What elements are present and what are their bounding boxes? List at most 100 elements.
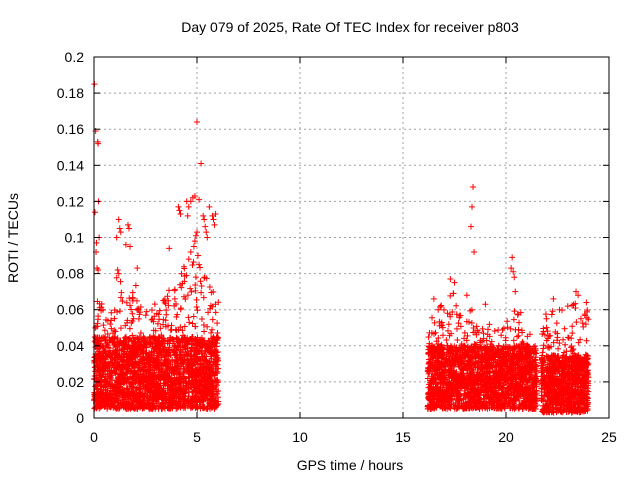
data-point bbox=[142, 312, 149, 319]
data-point bbox=[438, 302, 445, 309]
data-point bbox=[128, 306, 135, 313]
data-point bbox=[189, 261, 196, 268]
data-point bbox=[151, 301, 158, 308]
data-point bbox=[500, 325, 507, 332]
data-point bbox=[111, 327, 118, 334]
data-point bbox=[156, 307, 163, 314]
data-point bbox=[157, 325, 164, 332]
data-point bbox=[171, 287, 178, 294]
data-point bbox=[480, 330, 487, 337]
data-point bbox=[95, 313, 102, 320]
data-point bbox=[155, 311, 162, 318]
data-point bbox=[198, 289, 205, 296]
data-point bbox=[212, 301, 219, 308]
chart-title: Day 079 of 2025, Rate Of TEC Index for r… bbox=[181, 19, 519, 35]
data-point bbox=[569, 323, 576, 330]
data-point bbox=[129, 310, 136, 317]
data-point bbox=[445, 321, 452, 328]
data-point bbox=[515, 332, 522, 339]
data-point bbox=[484, 326, 491, 333]
data-point bbox=[204, 323, 211, 330]
data-point bbox=[150, 318, 157, 325]
data-point bbox=[198, 315, 205, 322]
data-point bbox=[132, 282, 139, 289]
data-point bbox=[186, 319, 193, 326]
data-point bbox=[187, 285, 194, 292]
data-point bbox=[108, 317, 115, 324]
data-point bbox=[193, 303, 200, 310]
data-point bbox=[188, 288, 195, 295]
data-point bbox=[127, 302, 134, 309]
data-point bbox=[129, 289, 136, 296]
data-point bbox=[425, 334, 432, 341]
data-point bbox=[177, 306, 184, 313]
data-point bbox=[168, 326, 175, 333]
data-point bbox=[104, 330, 111, 337]
data-point bbox=[510, 316, 517, 323]
data-point bbox=[190, 259, 197, 266]
data-point bbox=[111, 315, 118, 322]
data-point bbox=[429, 314, 436, 321]
data-point bbox=[192, 323, 199, 330]
data-point bbox=[207, 302, 214, 309]
data-point bbox=[171, 295, 178, 302]
data-point bbox=[193, 296, 200, 303]
data-point bbox=[198, 282, 205, 289]
data-point bbox=[100, 322, 107, 329]
data-point bbox=[491, 328, 498, 335]
data-point bbox=[453, 302, 460, 309]
data-point bbox=[194, 307, 201, 314]
data-point bbox=[117, 294, 124, 301]
data-point bbox=[445, 327, 452, 334]
data-point bbox=[432, 329, 439, 336]
data-point bbox=[206, 284, 213, 291]
data-point bbox=[431, 319, 438, 326]
data-point bbox=[515, 311, 522, 318]
data-point bbox=[514, 333, 521, 340]
data-point bbox=[114, 309, 121, 316]
data-point bbox=[441, 306, 448, 313]
data-point bbox=[190, 313, 197, 320]
data-point bbox=[504, 318, 511, 325]
data-point bbox=[101, 327, 108, 334]
data-point bbox=[208, 329, 215, 336]
data-points bbox=[91, 81, 592, 416]
data-point bbox=[202, 356, 209, 363]
data-point bbox=[209, 316, 216, 323]
data-point bbox=[184, 292, 191, 299]
data-point bbox=[197, 278, 204, 285]
data-point bbox=[181, 273, 188, 280]
data-point bbox=[212, 309, 219, 316]
data-point bbox=[116, 308, 123, 315]
data-point bbox=[510, 337, 517, 344]
data-point bbox=[486, 321, 493, 328]
data-point bbox=[192, 287, 199, 294]
data-point bbox=[543, 324, 550, 331]
data-point bbox=[197, 264, 204, 271]
data-point bbox=[443, 337, 450, 344]
data-point bbox=[201, 328, 208, 335]
data-point bbox=[176, 281, 183, 288]
data-point bbox=[185, 314, 192, 321]
data-point bbox=[117, 325, 124, 332]
data-point bbox=[119, 298, 126, 305]
data-point bbox=[515, 326, 522, 333]
data-point bbox=[439, 332, 446, 339]
data-point bbox=[454, 337, 461, 344]
data-point bbox=[134, 306, 141, 313]
data-point bbox=[479, 325, 486, 332]
data-point bbox=[192, 274, 199, 281]
data-point bbox=[148, 307, 155, 314]
data-point bbox=[200, 294, 207, 301]
data-point bbox=[214, 320, 221, 327]
data-point bbox=[178, 270, 185, 277]
data-point bbox=[117, 278, 124, 285]
data-point bbox=[209, 326, 216, 333]
data-point bbox=[164, 293, 171, 300]
data-point bbox=[137, 329, 144, 336]
data-point bbox=[498, 332, 505, 339]
data-point bbox=[200, 322, 207, 329]
data-point bbox=[511, 308, 518, 315]
data-point bbox=[178, 284, 185, 291]
